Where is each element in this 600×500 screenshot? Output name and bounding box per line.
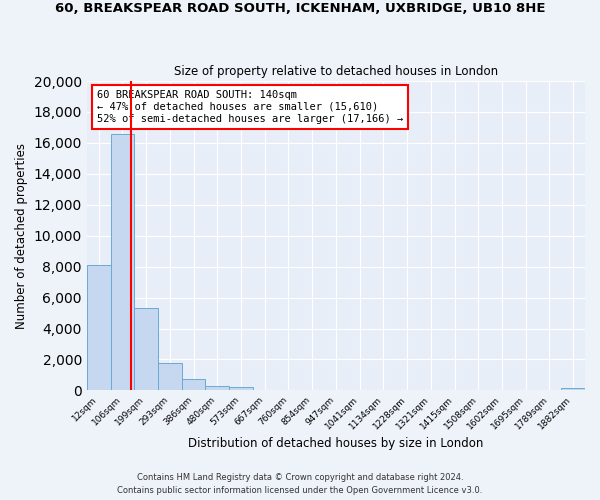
Bar (561, 388, 585, 390)
Y-axis label: Number of detached properties: Number of detached properties (15, 142, 28, 328)
Title: Size of property relative to detached houses in London: Size of property relative to detached ho… (174, 66, 498, 78)
Bar (134, 308, 158, 390)
Bar (110, 134, 134, 390)
X-axis label: Distribution of detached houses by size in London: Distribution of detached houses by size … (188, 437, 484, 450)
Bar (158, 362, 182, 390)
Bar (182, 379, 205, 390)
Bar (229, 388, 253, 390)
Bar (205, 386, 229, 390)
Text: 60 BREAKSPEAR ROAD SOUTH: 140sqm
← 47% of detached houses are smaller (15,610)
5: 60 BREAKSPEAR ROAD SOUTH: 140sqm ← 47% o… (97, 90, 403, 124)
Text: Contains HM Land Registry data © Crown copyright and database right 2024.
Contai: Contains HM Land Registry data © Crown c… (118, 474, 482, 495)
Text: 60, BREAKSPEAR ROAD SOUTH, ICKENHAM, UXBRIDGE, UB10 8HE: 60, BREAKSPEAR ROAD SOUTH, ICKENHAM, UXB… (55, 2, 545, 16)
Bar (87, 265, 110, 390)
